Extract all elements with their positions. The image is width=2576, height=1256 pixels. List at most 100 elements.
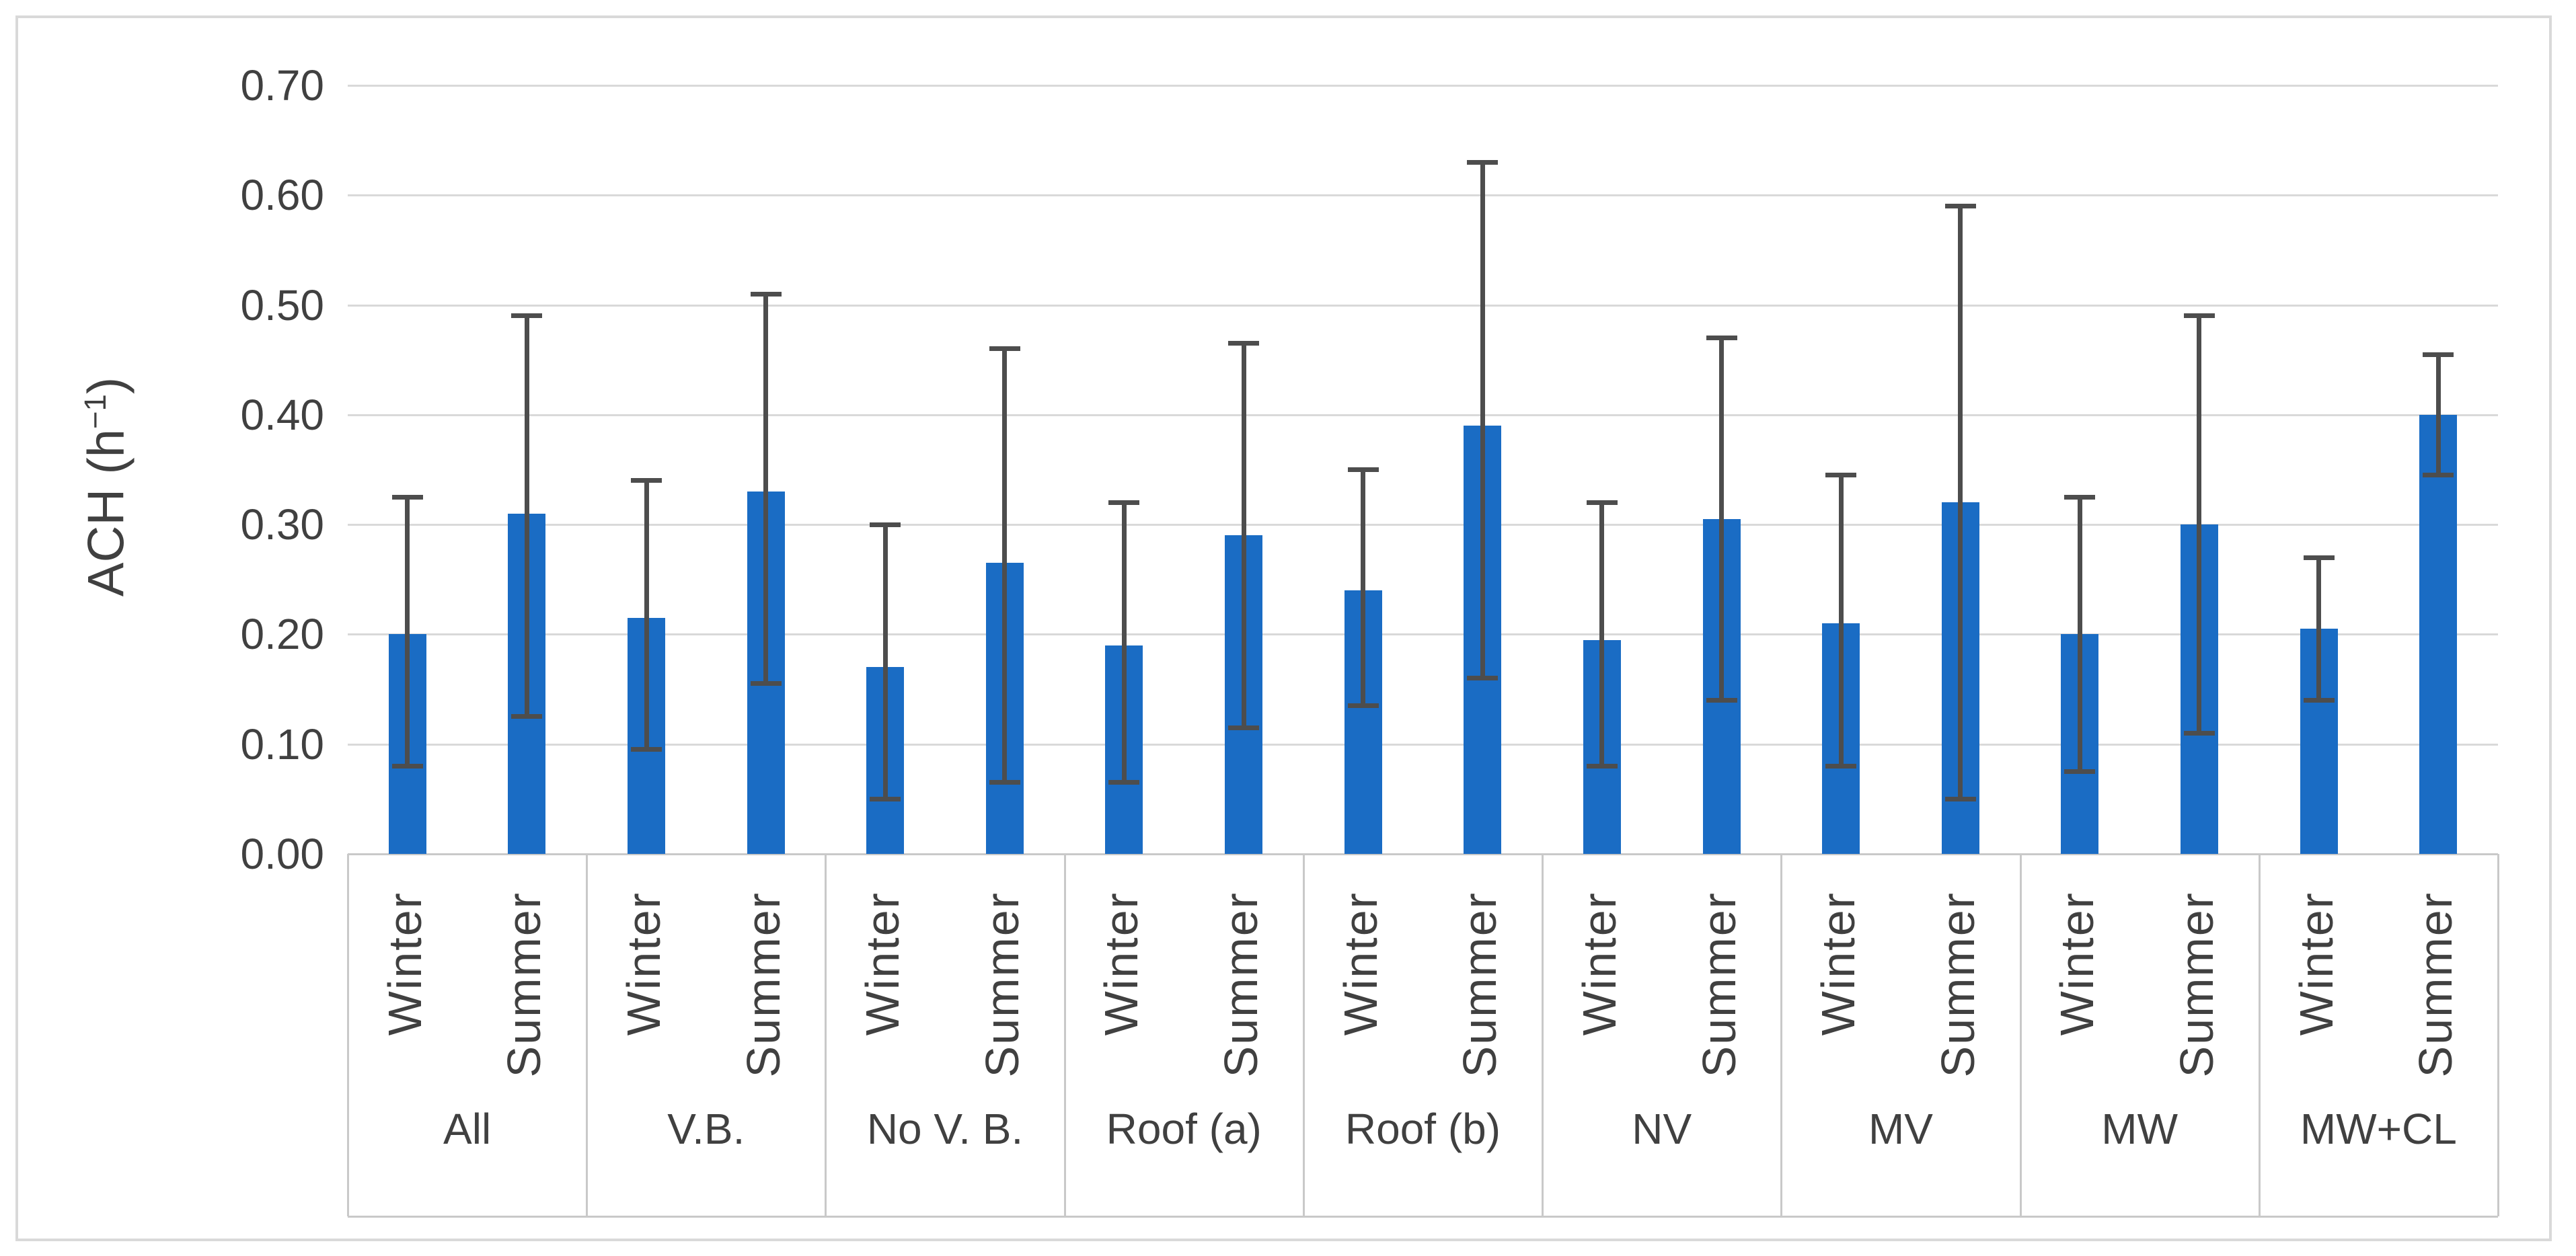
y-tick-label: 0.00 bbox=[240, 830, 324, 878]
season-label-winter: Winter bbox=[378, 892, 431, 1036]
group-label-MW+CL: MW+CL bbox=[2300, 1105, 2457, 1153]
error-bar-cap-bottom bbox=[1467, 676, 1499, 681]
error-bar-line bbox=[882, 524, 888, 799]
gridline bbox=[348, 743, 2498, 746]
error-bar-line bbox=[2316, 557, 2322, 701]
error-bar-cap-bottom bbox=[1944, 796, 1976, 801]
error-bar-line bbox=[2077, 497, 2082, 772]
season-label-summer: Summer bbox=[975, 892, 1028, 1078]
error-bar-cap-top bbox=[2183, 313, 2215, 319]
error-bar-cap-top bbox=[1347, 467, 1379, 472]
gridline bbox=[348, 414, 2498, 416]
error-bar-cap-top bbox=[1825, 473, 1857, 478]
season-label-summer: Summer bbox=[736, 892, 790, 1078]
group-separator bbox=[586, 854, 589, 1216]
season-label-winter: Winter bbox=[1095, 892, 1148, 1036]
group-separator bbox=[825, 854, 827, 1216]
season-label-summer: Summer bbox=[1692, 892, 1745, 1078]
season-label-winter: Winter bbox=[617, 892, 671, 1036]
error-bar-line bbox=[1002, 348, 1008, 783]
chart-figure: ACH (h−1) 0.70 0.60 0.50 0.40 0.30 0.20 0.10 0.… bbox=[15, 15, 2552, 1241]
error-bar-cap-bottom bbox=[2423, 473, 2454, 478]
error-bar-cap-top bbox=[631, 478, 662, 483]
group-label-Roof(b): Roof (b) bbox=[1344, 1105, 1501, 1153]
group-separator bbox=[2497, 854, 2499, 1216]
y-tick-label: 0.10 bbox=[240, 719, 324, 769]
error-bar-line bbox=[1361, 469, 1366, 706]
error-bar-cap-top bbox=[1108, 500, 1140, 505]
error-bar-cap-bottom bbox=[511, 714, 543, 719]
error-bar-line bbox=[644, 480, 649, 750]
season-label-summer: Summer bbox=[1215, 892, 1268, 1078]
error-bar-cap-bottom bbox=[1108, 780, 1140, 785]
error-bar-line bbox=[1958, 206, 1963, 799]
error-bar-cap-bottom bbox=[2303, 697, 2335, 703]
error-bar-cap-top bbox=[1228, 341, 1260, 346]
y-tick-label: 0.50 bbox=[240, 280, 324, 329]
season-label-summer: Summer bbox=[2409, 892, 2462, 1078]
season-label-winter: Winter bbox=[1334, 892, 1387, 1036]
gridline bbox=[348, 85, 2498, 87]
season-label-summer: Summer bbox=[498, 892, 551, 1078]
season-label-winter: Winter bbox=[2051, 892, 2104, 1036]
error-bar-cap-top bbox=[1706, 336, 1737, 341]
error-bar-cap-top bbox=[1586, 500, 1618, 505]
season-label-winter: Winter bbox=[856, 892, 909, 1036]
error-bar-line bbox=[2435, 354, 2441, 475]
error-bar-cap-bottom bbox=[1706, 697, 1737, 703]
y-axis-title-close: ) bbox=[77, 377, 135, 395]
error-bar-cap-top bbox=[750, 291, 782, 297]
group-label-MV: MV bbox=[1868, 1105, 1933, 1153]
error-bar-cap-bottom bbox=[1825, 763, 1857, 769]
error-bar-line bbox=[1480, 162, 1485, 678]
group-label-Roof(a): Roof (a) bbox=[1106, 1105, 1262, 1153]
group-separator bbox=[1780, 854, 1783, 1216]
season-label-winter: Winter bbox=[1812, 892, 1865, 1036]
error-bar-cap-bottom bbox=[870, 796, 901, 801]
y-tick-label: 0.30 bbox=[240, 500, 324, 549]
error-bar-cap-top bbox=[1467, 159, 1499, 165]
y-tick-label: 0.20 bbox=[240, 610, 324, 659]
season-label-summer: Summer bbox=[2170, 892, 2223, 1078]
error-bar-line bbox=[1599, 502, 1605, 767]
season-label-winter: Winter bbox=[1573, 892, 1626, 1036]
group-separator bbox=[1063, 854, 1066, 1216]
error-bar-cap-bottom bbox=[2064, 769, 2096, 775]
group-separator bbox=[2019, 854, 2022, 1216]
y-axis-title-text: ACH (h bbox=[77, 429, 135, 597]
y-tick-label: 0.60 bbox=[240, 171, 324, 220]
error-bar-cap-top bbox=[2303, 555, 2335, 560]
error-bar-line bbox=[1838, 475, 1844, 767]
error-bar-cap-bottom bbox=[1347, 703, 1379, 709]
gridline bbox=[348, 524, 2498, 526]
error-bar-cap-top bbox=[870, 522, 901, 527]
error-bar-cap-bottom bbox=[989, 780, 1020, 785]
error-bar-cap-top bbox=[2064, 494, 2096, 500]
group-label-NoV.B.: No V. B. bbox=[866, 1105, 1024, 1153]
group-label-NV: NV bbox=[1632, 1105, 1692, 1153]
y-tick-label: 0.70 bbox=[240, 61, 324, 110]
error-bar-line bbox=[1121, 502, 1127, 783]
group-separator bbox=[1542, 854, 1544, 1216]
gridline bbox=[348, 194, 2498, 197]
error-bar-cap-bottom bbox=[391, 763, 423, 769]
error-bar-line bbox=[1719, 338, 1725, 701]
group-label-All: All bbox=[443, 1105, 492, 1153]
error-bar-line bbox=[524, 315, 529, 717]
error-bar-cap-bottom bbox=[1228, 725, 1260, 730]
y-axis-title-superscript: −1 bbox=[78, 394, 112, 430]
bar-MW+CL-summer bbox=[2419, 414, 2458, 854]
error-bar-cap-bottom bbox=[2183, 730, 2215, 736]
error-bar-cap-bottom bbox=[631, 747, 662, 752]
group-separator bbox=[2258, 854, 2261, 1216]
season-label-winter: Winter bbox=[2289, 892, 2343, 1036]
error-bar-line bbox=[763, 294, 769, 684]
season-label-summer: Summer bbox=[1453, 892, 1507, 1078]
group-label-V.B.: V.B. bbox=[667, 1105, 745, 1153]
error-bar-line bbox=[405, 497, 410, 767]
gridline bbox=[348, 304, 2498, 307]
season-label-summer: Summer bbox=[1931, 892, 1984, 1078]
y-axis-title: ACH (h−1) bbox=[65, 238, 135, 736]
gridline bbox=[348, 633, 2498, 636]
